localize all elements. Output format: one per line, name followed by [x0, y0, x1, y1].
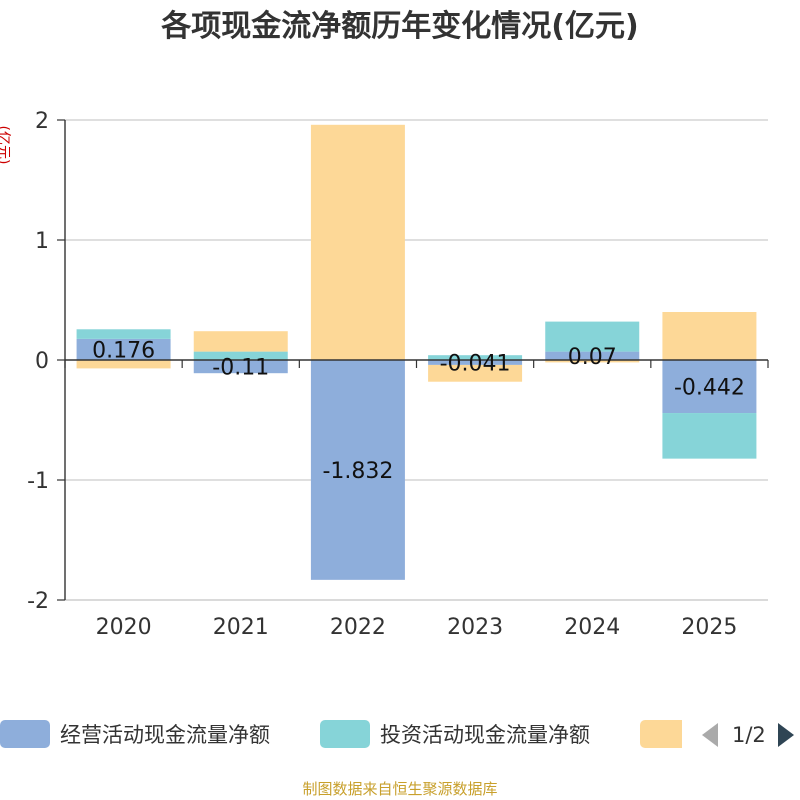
source-footer: 制图数据来自恒生聚源数据库	[302, 780, 498, 798]
data-label: -0.041	[440, 351, 511, 376]
x-tick-label: 2021	[213, 615, 269, 640]
chart-title: 各项现金流净额历年变化情况(亿元)	[160, 9, 638, 44]
bar-segment[interactable]	[428, 355, 523, 360]
legend: 经营活动现金流量净额 投资活动现金流量净额	[0, 716, 800, 752]
legend-item-investing[interactable]: 投资活动现金流量净额	[320, 716, 590, 752]
legend-label-operating: 经营活动现金流量净额	[60, 723, 270, 747]
legend-swatch-operating	[0, 720, 50, 748]
bar-segment[interactable]	[310, 360, 405, 580]
data-label: -0.442	[674, 376, 745, 401]
y-axis-label: (亿元)	[0, 126, 11, 165]
y-tick-label: 0	[35, 349, 49, 374]
x-tick-label: 2025	[681, 615, 737, 640]
page-indicator: 1/2	[732, 723, 766, 747]
bar-segment[interactable]	[662, 312, 757, 360]
axes: 2 1 0 -1 -2 2020 2021 2022 2023 2024 2025	[27, 109, 769, 640]
grid-lines	[65, 119, 768, 601]
y-tick-label: 1	[35, 229, 49, 254]
data-label: -0.11	[212, 356, 269, 381]
bar-segment[interactable]	[662, 413, 757, 459]
x-tick-label: 2024	[564, 615, 620, 640]
x-tick-label: 2023	[447, 615, 503, 640]
bar-segment[interactable]	[545, 351, 640, 360]
bar-segment[interactable]	[545, 321, 640, 352]
bar-segment[interactable]	[76, 338, 171, 360]
data-labels: 0.176 -0.11 -1.832 -0.041 0.07 -0.442	[92, 338, 745, 483]
data-label: 0.07	[568, 345, 617, 370]
x-tick-label: 2020	[96, 615, 152, 640]
legend-item-operating[interactable]: 经营活动现金流量净额	[0, 716, 270, 752]
bar-segment[interactable]	[76, 360, 171, 369]
legend-swatch-third	[640, 720, 682, 748]
y-tick-label: -1	[27, 469, 49, 494]
legend-item-third[interactable]	[640, 716, 682, 752]
bar-segment[interactable]	[193, 331, 288, 352]
data-label: -1.832	[322, 459, 393, 484]
bar-segment[interactable]	[662, 360, 757, 414]
legend-swatch-investing	[320, 720, 370, 748]
bar-segment[interactable]	[76, 329, 171, 339]
legend-label-investing: 投资活动现金流量净额	[380, 723, 590, 747]
bar-segment[interactable]	[193, 351, 288, 360]
data-label: 0.176	[92, 338, 155, 363]
x-tick-label: 2022	[330, 615, 386, 640]
legend-pager: 1/2	[700, 718, 796, 752]
y-tick-label: 2	[35, 109, 49, 134]
bar-segment[interactable]	[428, 360, 523, 365]
bar-segment[interactable]	[310, 124, 405, 360]
next-page-icon[interactable]	[776, 721, 796, 749]
bar-segment[interactable]	[193, 360, 288, 374]
bar-segment[interactable]	[545, 360, 640, 363]
bar-series	[76, 124, 757, 580]
bar-segment[interactable]	[428, 364, 523, 382]
prev-page-icon[interactable]	[700, 721, 720, 749]
y-tick-label: -2	[27, 589, 49, 614]
